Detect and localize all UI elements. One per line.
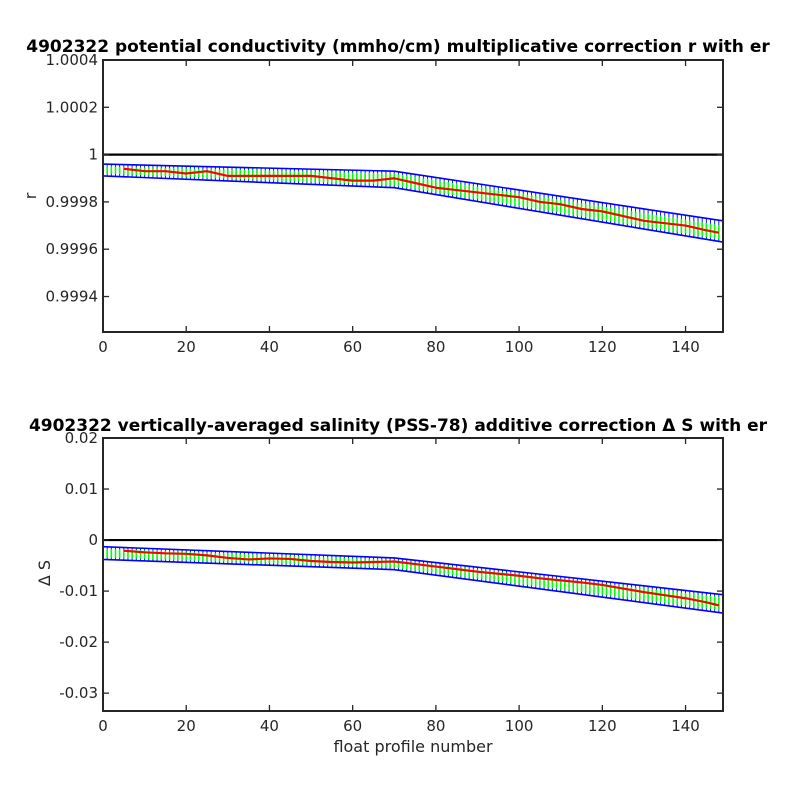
y-axis-ticks: -0.03 -0.02 -0.01 0 0.01 0.02	[59, 429, 723, 702]
fit-error-upper-line	[103, 545, 723, 596]
x-tick-label: 120	[588, 717, 617, 735]
y-tick-label: 0.9998	[46, 193, 99, 211]
x-axis-ticks: 0 20 40 60 80 100 120 140	[98, 438, 700, 735]
x-tick-label: 60	[343, 338, 362, 356]
correction-line	[123, 167, 720, 234]
y-tick-label: -0.03	[59, 684, 98, 702]
y-tick-label: 0.9996	[46, 240, 99, 258]
axes-box	[102, 59, 724, 333]
y-axis-label: Δ S	[35, 560, 54, 586]
profile-error-bars	[103, 548, 723, 611]
x-tick-label: 40	[260, 338, 279, 356]
x-axis-ticks: 0 20 40 60 80 100 120 140	[98, 60, 700, 356]
x-tick-label: 140	[671, 338, 700, 356]
x-tick-label: 20	[177, 717, 196, 735]
x-tick-label: 80	[426, 717, 445, 735]
y-tick-label: 1.0002	[46, 98, 99, 116]
fit-error-lower-line	[103, 558, 723, 614]
plot-area	[103, 153, 723, 243]
y-tick-label: -0.01	[59, 582, 98, 600]
axes-box	[102, 437, 724, 712]
correction-line	[123, 549, 720, 607]
y-tick-label: 0.9994	[46, 288, 99, 306]
y-tick-label: 0.02	[65, 429, 98, 447]
y-tick-label: 1.0004	[46, 51, 99, 69]
fit-error-upper-line	[103, 163, 723, 222]
x-tick-label: 120	[588, 338, 617, 356]
y-axis-label: r	[21, 192, 40, 199]
x-tick-label: 40	[260, 717, 279, 735]
correction-r-chart: 4902322 potential conductivity (mmho/cm)…	[21, 37, 770, 356]
correction-delta-s-chart: 4902322 vertically-averaged salinity (PS…	[29, 416, 768, 756]
plot-area	[103, 538, 723, 614]
x-tick-label: 20	[177, 338, 196, 356]
x-tick-label: 80	[426, 338, 445, 356]
y-axis-ticks: 0.9994 0.9996 0.9998 1 1.0002 1.0004	[46, 51, 723, 306]
y-tick-label: -0.02	[59, 633, 98, 651]
y-tick-label: 0	[88, 531, 98, 549]
x-axis-label: float profile number	[333, 737, 493, 756]
profile-error-bars	[103, 166, 723, 240]
x-tick-label: 100	[505, 717, 534, 735]
x-tick-label: 140	[671, 717, 700, 735]
x-tick-label: 100	[505, 338, 534, 356]
y-tick-label: 1	[88, 146, 98, 164]
chart-title: 4902322 vertically-averaged salinity (PS…	[29, 416, 768, 436]
chart-title: 4902322 potential conductivity (mmho/cm)…	[26, 37, 770, 57]
x-tick-label: 60	[343, 717, 362, 735]
fit-error-lower-line	[103, 175, 723, 243]
x-tick-label: 0	[98, 338, 108, 356]
y-tick-label: 0.01	[65, 480, 98, 498]
x-tick-label: 0	[98, 717, 108, 735]
